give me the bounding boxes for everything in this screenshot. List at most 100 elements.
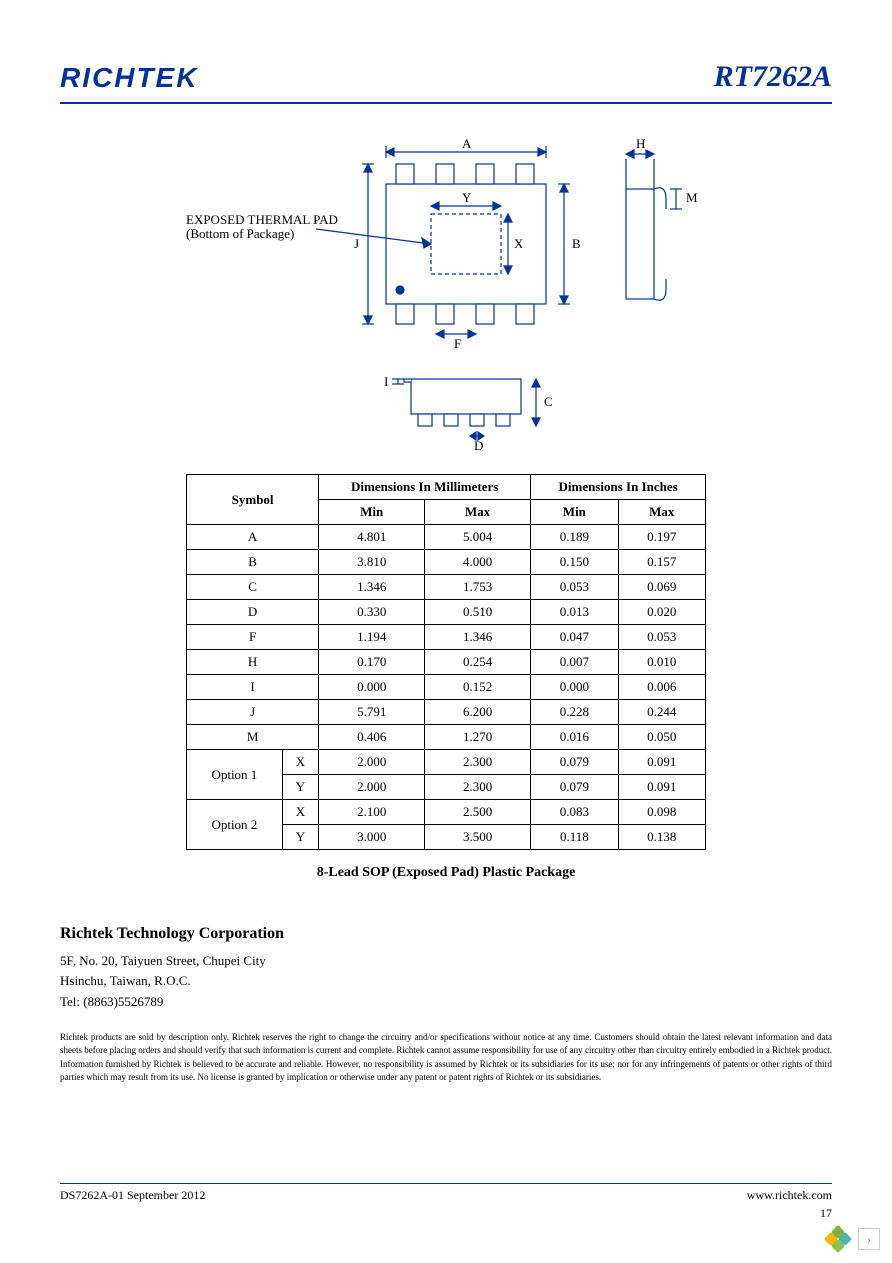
table-cell: 2.100 [319, 800, 425, 825]
table-cell: 0.189 [531, 525, 618, 550]
table-row: M0.4061.2700.0160.050 [187, 725, 706, 750]
package-caption: 8-Lead SOP (Exposed Pad) Plastic Package [60, 865, 832, 881]
dim-i-label: I [384, 374, 388, 389]
dim-y-label: Y [462, 190, 472, 205]
table-cell: X [282, 750, 318, 775]
page-footer: DS7262A-01 September 2012 www.richtek.co… [60, 1183, 832, 1203]
table-cell: 0.050 [618, 725, 705, 750]
company-addr2: Hsinchu, Taiwan, R.O.C. [60, 971, 832, 992]
table-cell: 0.079 [531, 775, 618, 800]
part-number: RT7262A [714, 60, 832, 94]
table-cell: 2.000 [319, 750, 425, 775]
table-cell: Y [282, 825, 318, 850]
table-cell: D [187, 600, 319, 625]
footer-right: www.richtek.com [747, 1188, 832, 1203]
table-cell: J [187, 700, 319, 725]
table-cell: I [187, 675, 319, 700]
hdr-mm-min: Min [319, 500, 425, 525]
dim-x-label: X [514, 236, 524, 251]
table-cell: 0.152 [425, 675, 531, 700]
table-cell: 0.091 [618, 750, 705, 775]
hdr-mm: Dimensions In Millimeters [319, 475, 531, 500]
table-cell: 0.069 [618, 575, 705, 600]
table-cell: 0.091 [618, 775, 705, 800]
table-cell: 0.000 [531, 675, 618, 700]
table-row: J5.7916.2000.2280.244 [187, 700, 706, 725]
table-cell: 4.000 [425, 550, 531, 575]
table-cell: 2.500 [425, 800, 531, 825]
table-cell: 5.791 [319, 700, 425, 725]
table-cell: 4.801 [319, 525, 425, 550]
thermal-pad-label1: EXPOSED THERMAL PAD [186, 212, 338, 227]
table-cell: H [187, 650, 319, 675]
chevron-right-icon: › [867, 1232, 871, 1247]
table-cell: 0.510 [425, 600, 531, 625]
table-cell: 3.000 [319, 825, 425, 850]
table-cell: 2.300 [425, 775, 531, 800]
table-cell: 1.346 [319, 575, 425, 600]
table-cell: 0.000 [319, 675, 425, 700]
table-cell: 2.000 [319, 775, 425, 800]
table-cell: B [187, 550, 319, 575]
table-cell: 0.053 [531, 575, 618, 600]
table-cell: 1.753 [425, 575, 531, 600]
table-cell: 1.270 [425, 725, 531, 750]
table-cell: 0.170 [319, 650, 425, 675]
dim-a-label: A [462, 136, 472, 151]
thermal-pad-label2: (Bottom of Package) [186, 226, 294, 241]
next-page-button[interactable]: › [858, 1228, 880, 1250]
table-cell: F [187, 625, 319, 650]
table-cell: 0.016 [531, 725, 618, 750]
header-rule [60, 102, 832, 104]
table-cell: 0.013 [531, 600, 618, 625]
table-cell: M [187, 725, 319, 750]
table-cell: 0.157 [618, 550, 705, 575]
table-cell: Y [282, 775, 318, 800]
dim-d-label: D [474, 438, 483, 453]
table-cell: Option 2 [187, 800, 283, 850]
dim-m-label: M [686, 190, 698, 205]
table-cell: 0.007 [531, 650, 618, 675]
table-cell: 0.047 [531, 625, 618, 650]
hdr-mm-max: Max [425, 500, 531, 525]
table-cell: 3.810 [319, 550, 425, 575]
table-cell: 0.098 [618, 800, 705, 825]
table-cell: 1.346 [425, 625, 531, 650]
viewer-controls: › [826, 1227, 880, 1251]
table-cell: A [187, 525, 319, 550]
table-row: H0.1700.2540.0070.010 [187, 650, 706, 675]
table-row: I0.0000.1520.0000.006 [187, 675, 706, 700]
table-row: B3.8104.0000.1500.157 [187, 550, 706, 575]
company-tel: Tel: (8863)5526789 [60, 992, 832, 1013]
dim-f-label: F [454, 336, 461, 351]
company-addr1: 5F, No. 20, Taiyuen Street, Chupei City [60, 951, 832, 972]
table-cell: 0.330 [319, 600, 425, 625]
hdr-symbol: Symbol [187, 475, 319, 525]
dimensions-table: Symbol Dimensions In Millimeters Dimensi… [186, 474, 706, 850]
table-cell: 5.004 [425, 525, 531, 550]
page-number: 17 [820, 1206, 832, 1221]
logo: RICHTEK [60, 62, 198, 94]
table-cell: 0.006 [618, 675, 705, 700]
table-cell: 0.150 [531, 550, 618, 575]
table-cell: 0.118 [531, 825, 618, 850]
table-cell: Option 1 [187, 750, 283, 800]
table-cell: 0.244 [618, 700, 705, 725]
table-cell: 0.083 [531, 800, 618, 825]
table-row: A4.8015.0040.1890.197 [187, 525, 706, 550]
table-cell: 6.200 [425, 700, 531, 725]
table-cell: 0.228 [531, 700, 618, 725]
table-cell: 0.053 [618, 625, 705, 650]
table-cell: 0.010 [618, 650, 705, 675]
table-cell: 0.020 [618, 600, 705, 625]
app-icon [826, 1227, 850, 1251]
company-name: Richtek Technology Corporation [60, 921, 832, 947]
hdr-in-min: Min [531, 500, 618, 525]
table-row: Option 2X2.1002.5000.0830.098 [187, 800, 706, 825]
company-block: Richtek Technology Corporation 5F, No. 2… [60, 921, 832, 1013]
table-cell: 2.300 [425, 750, 531, 775]
table-cell: 0.254 [425, 650, 531, 675]
hdr-in-max: Max [618, 500, 705, 525]
dim-h-label: H [636, 136, 645, 151]
table-cell: X [282, 800, 318, 825]
